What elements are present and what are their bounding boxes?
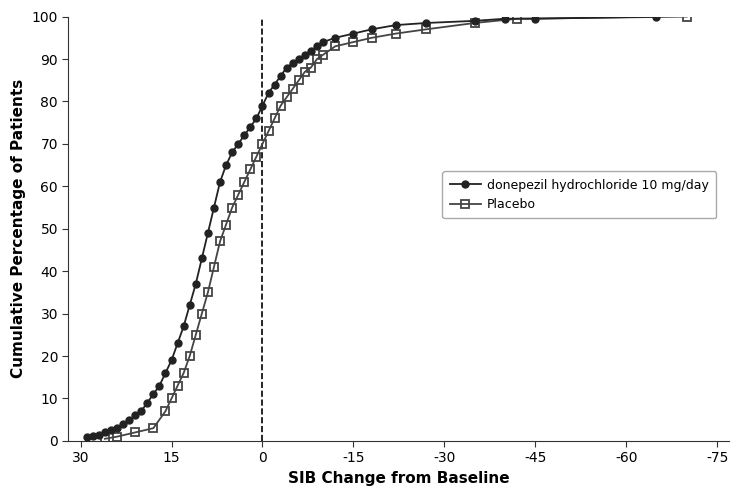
donepezil hydrochloride 10 mg/day [367,26,376,32]
donepezil hydrochloride 10 mg/day [94,431,103,437]
donepezil hydrochloride 10 mg/day [307,48,316,54]
donepezil hydrochloride 10 mg/day [130,413,139,418]
Placebo [204,289,213,295]
donepezil hydrochloride 10 mg/day [222,162,230,168]
donepezil hydrochloride 10 mg/day [216,179,225,185]
donepezil hydrochloride 10 mg/day [300,52,309,58]
Placebo [264,128,273,134]
Placebo [252,154,261,160]
donepezil hydrochloride 10 mg/day [652,13,661,19]
donepezil hydrochloride 10 mg/day [179,324,188,330]
Placebo [319,52,328,58]
Placebo [233,192,242,198]
donepezil hydrochloride 10 mg/day [155,383,164,389]
Placebo [191,332,200,338]
donepezil hydrochloride 10 mg/day [107,427,116,433]
donepezil hydrochloride 10 mg/day [246,124,255,130]
Placebo [149,425,158,431]
Placebo [471,20,479,26]
donepezil hydrochloride 10 mg/day [391,22,400,28]
donepezil hydrochloride 10 mg/day [167,357,176,363]
donepezil hydrochloride 10 mg/day [143,400,152,406]
Placebo [422,26,431,32]
donepezil hydrochloride 10 mg/day [422,20,431,26]
donepezil hydrochloride 10 mg/day [124,416,133,422]
Placebo [185,353,194,359]
Placebo [167,396,176,402]
Placebo [270,115,279,121]
donepezil hydrochloride 10 mg/day [276,73,285,79]
donepezil hydrochloride 10 mg/day [313,43,322,49]
donepezil hydrochloride 10 mg/day [288,60,297,66]
Placebo [276,103,285,109]
Placebo [130,429,139,435]
donepezil hydrochloride 10 mg/day [240,132,249,138]
Placebo [216,239,225,245]
Placebo [246,166,255,172]
Placebo [258,141,267,147]
donepezil hydrochloride 10 mg/day [161,370,170,376]
donepezil hydrochloride 10 mg/day [197,255,206,261]
donepezil hydrochloride 10 mg/day [500,16,509,22]
Placebo [210,264,219,270]
Placebo [367,35,376,41]
Line: donepezil hydrochloride 10 mg/day: donepezil hydrochloride 10 mg/day [83,13,660,440]
X-axis label: SIB Change from Baseline: SIB Change from Baseline [288,471,510,486]
Placebo [227,205,236,211]
Placebo [240,179,249,185]
Placebo [197,311,206,317]
Placebo [179,370,188,376]
Placebo [173,383,182,389]
Placebo [282,94,291,100]
donepezil hydrochloride 10 mg/day [191,281,200,287]
donepezil hydrochloride 10 mg/day [252,115,261,121]
Legend: donepezil hydrochloride 10 mg/day, Placebo: donepezil hydrochloride 10 mg/day, Place… [442,171,717,219]
donepezil hydrochloride 10 mg/day [149,391,158,397]
donepezil hydrochloride 10 mg/day [173,340,182,346]
donepezil hydrochloride 10 mg/day [270,82,279,87]
Line: Placebo: Placebo [101,12,691,443]
donepezil hydrochloride 10 mg/day [282,65,291,71]
donepezil hydrochloride 10 mg/day [119,421,127,427]
donepezil hydrochloride 10 mg/day [349,31,358,37]
Placebo [161,408,170,414]
donepezil hydrochloride 10 mg/day [137,408,146,414]
donepezil hydrochloride 10 mg/day [204,230,213,236]
Placebo [288,86,297,92]
donepezil hydrochloride 10 mg/day [330,35,339,41]
donepezil hydrochloride 10 mg/day [294,56,303,62]
donepezil hydrochloride 10 mg/day [258,103,267,109]
donepezil hydrochloride 10 mg/day [471,18,479,24]
Placebo [113,434,122,440]
Placebo [294,77,303,83]
donepezil hydrochloride 10 mg/day [264,90,273,96]
Placebo [513,16,522,22]
Placebo [682,13,691,19]
donepezil hydrochloride 10 mg/day [233,141,242,147]
donepezil hydrochloride 10 mg/day [319,39,328,45]
Placebo [349,39,358,45]
donepezil hydrochloride 10 mg/day [82,434,91,440]
donepezil hydrochloride 10 mg/day [210,205,219,211]
donepezil hydrochloride 10 mg/day [100,429,109,435]
donepezil hydrochloride 10 mg/day [113,425,122,431]
donepezil hydrochloride 10 mg/day [227,150,236,156]
Placebo [391,31,400,37]
Placebo [222,222,230,228]
donepezil hydrochloride 10 mg/day [185,302,194,308]
Placebo [100,436,109,442]
Y-axis label: Cumulative Percentage of Patients: Cumulative Percentage of Patients [11,79,26,378]
donepezil hydrochloride 10 mg/day [88,433,97,439]
Placebo [330,43,339,49]
Placebo [300,69,309,75]
Placebo [313,56,322,62]
donepezil hydrochloride 10 mg/day [531,16,539,22]
Placebo [307,65,316,71]
